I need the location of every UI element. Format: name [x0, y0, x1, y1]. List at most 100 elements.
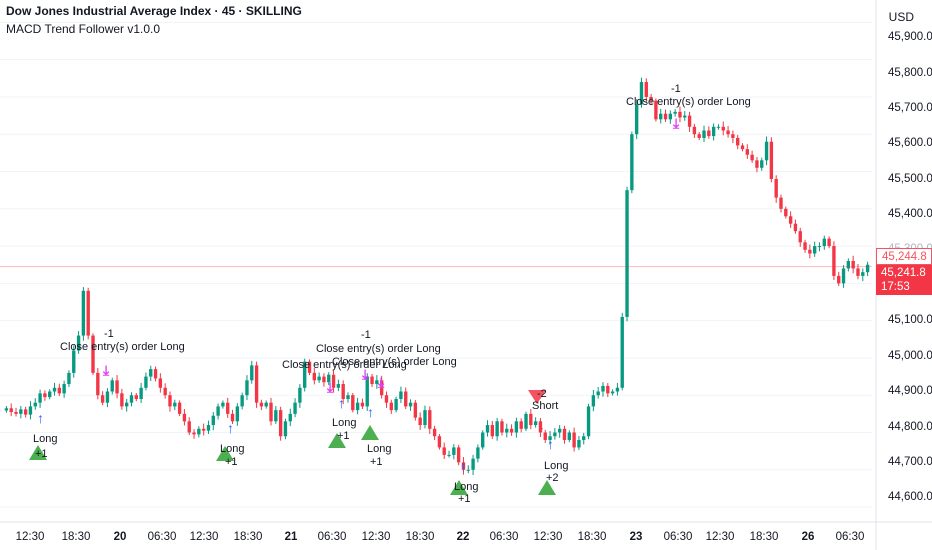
currency-label[interactable]: USD	[888, 10, 914, 24]
candle-body	[452, 447, 456, 455]
qty-label: -1	[361, 329, 371, 341]
long-signal-triangle	[538, 480, 556, 495]
candle-body	[283, 421, 288, 437]
candle-body	[360, 402, 365, 407]
candle-body	[634, 104, 639, 135]
bar-countdown: 17:53	[881, 281, 910, 293]
candle-body	[100, 395, 105, 403]
candle-body	[91, 335, 95, 373]
qty-label: +1	[337, 430, 350, 442]
candle-body	[577, 439, 581, 448]
candle-body	[81, 290, 86, 336]
candle-body	[519, 421, 523, 429]
exit-arrow-icon: ⤓	[378, 374, 385, 390]
time-tick: 06:30	[835, 531, 865, 543]
candle-body	[230, 413, 235, 422]
candle-body	[538, 421, 543, 433]
candle-body	[110, 380, 114, 392]
candle-body	[769, 141, 774, 179]
candle-body	[389, 402, 393, 411]
long-label: Long	[367, 443, 392, 455]
candle-body	[221, 402, 225, 407]
candle-body	[76, 335, 81, 351]
candle-body	[399, 391, 403, 399]
candle-body	[649, 96, 653, 101]
candle-body	[336, 384, 341, 388]
candle-body	[485, 425, 490, 433]
candle-body	[177, 402, 182, 414]
long-signal-triangle	[450, 480, 468, 495]
candle-body	[365, 376, 369, 407]
candle-body	[803, 242, 807, 250]
candle-body	[586, 406, 591, 437]
candle-body	[312, 372, 317, 381]
candle-body	[476, 447, 480, 459]
candle-body	[471, 458, 475, 470]
qty-label: +1	[458, 493, 471, 505]
candle-body	[620, 316, 624, 388]
candle-body	[52, 387, 57, 392]
candle-body	[240, 395, 244, 407]
candle-body	[630, 134, 634, 191]
candle-body	[707, 130, 711, 137]
candle-body	[38, 393, 42, 403]
time-tick-day: 26	[801, 531, 815, 543]
candle-body	[216, 406, 220, 416]
candle-body	[57, 387, 62, 394]
candle-body	[755, 160, 759, 168]
candle-body	[557, 428, 562, 433]
entry-arrow-icon: ↑	[547, 436, 554, 452]
candle-body	[745, 149, 750, 155]
symbol-title[interactable]: Dow Jones Industrial Average Index · 45 …	[6, 4, 302, 18]
candle-body	[442, 447, 446, 455]
candle-body	[134, 395, 138, 399]
current-price-value: 45,241.8	[881, 267, 926, 279]
close-long-label: Close entry(s) order Long	[316, 343, 441, 355]
candle-body	[298, 387, 302, 403]
exit-arrow-icon: ⤓	[327, 379, 334, 395]
candle-body	[394, 398, 398, 411]
candle-body	[466, 469, 470, 471]
price-tick: 45,900.0	[888, 31, 932, 43]
entry-arrow-icon: ↑	[460, 458, 467, 474]
qty-label: -1	[671, 83, 681, 95]
candle-body	[659, 113, 663, 120]
price-tick: 45,400.0	[888, 208, 932, 220]
price-tick: 44,700.0	[888, 456, 932, 468]
price-tick: 45,800.0	[888, 67, 932, 79]
candle-body	[250, 365, 254, 381]
short-signal-triangle	[528, 390, 546, 404]
long-label: Long	[544, 460, 569, 472]
candle-body	[827, 238, 831, 247]
candle-body	[553, 432, 557, 437]
entry-arrow-icon: ↑	[338, 395, 345, 411]
candle-body	[278, 410, 283, 437]
candle-body	[760, 160, 764, 168]
candle-body	[48, 391, 52, 398]
candle-body	[404, 391, 408, 407]
candle-body	[837, 275, 841, 284]
candle-body	[235, 406, 240, 422]
time-tick-day: 20	[113, 531, 127, 543]
candle-body	[384, 395, 389, 403]
candle-body	[259, 402, 264, 407]
candle-body	[423, 410, 427, 426]
candle-body	[851, 261, 855, 269]
candle-body	[687, 115, 692, 127]
current-price-badge: 45,241.8 17:53	[876, 265, 932, 295]
candle-body	[447, 454, 451, 456]
candle-body	[149, 369, 153, 377]
candle-body	[562, 428, 567, 440]
qty-label: -2	[537, 388, 547, 400]
indicator-title[interactable]: MACD Trend Follower v1.0.0	[6, 22, 161, 36]
time-tick-day: 21	[284, 531, 298, 543]
candle-body	[500, 421, 504, 433]
candle-body	[14, 412, 18, 414]
price-tick: 45,700.0	[888, 102, 932, 114]
exit-arrow-icon: ⤓	[103, 362, 110, 378]
candle-body	[798, 231, 802, 243]
long-label: Long	[332, 417, 357, 429]
candle-body	[153, 369, 158, 379]
